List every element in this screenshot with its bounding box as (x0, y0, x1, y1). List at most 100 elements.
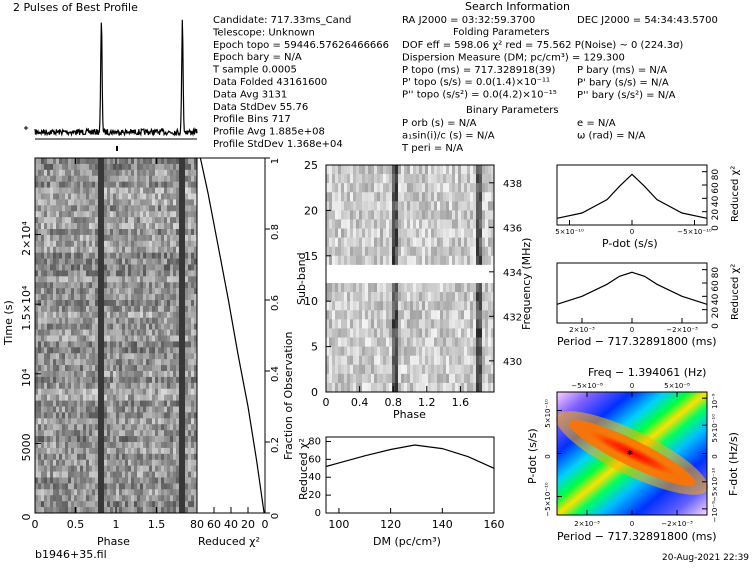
time-phase-cell (185, 193, 189, 200)
time-phase-cell (41, 187, 45, 194)
time-phase-cell (116, 365, 120, 372)
time-phase-cell (83, 347, 87, 354)
time-phase-cell (83, 282, 87, 289)
time-phase-cell (62, 436, 66, 443)
time-phase-cell (80, 477, 84, 484)
time-phase-cell (194, 270, 198, 277)
time-phase-cell (152, 311, 156, 319)
subband-cell (371, 219, 375, 229)
time-phase-cell (50, 483, 54, 490)
subband-cell (431, 255, 435, 266)
subband-cell (491, 237, 495, 248)
subband-cell (380, 255, 384, 266)
subband-cell (440, 210, 444, 220)
time-phase-cell (98, 489, 102, 496)
time-phase-cell (182, 442, 186, 449)
time-phase-cell (74, 181, 78, 188)
subband-cell (344, 210, 348, 220)
time-phase-cell (170, 211, 174, 218)
time-phase-cell (59, 300, 63, 307)
time-phase-cell (131, 246, 135, 253)
time-phase-cell (173, 193, 177, 200)
subband-cell (380, 337, 384, 347)
time-phase-cell (137, 199, 141, 206)
time-phase-cell (107, 252, 111, 259)
subband-cell (395, 310, 399, 320)
time-phase-cell (179, 406, 183, 413)
time-phase-cell (176, 282, 180, 289)
time-phase-cell (44, 453, 48, 461)
time-phase-cell (140, 465, 144, 472)
info-left-line-4: T sample 0.0005 (212, 65, 297, 76)
subband-cell (491, 264, 495, 275)
subband-cell (344, 237, 348, 248)
time-phase-cell (164, 359, 168, 366)
time-phase-cell (107, 329, 111, 336)
time-phase-cell (101, 353, 105, 360)
time-phase-cell (122, 376, 126, 384)
time-phase-cell (143, 341, 147, 348)
subband-cell (479, 264, 483, 275)
time-phase-cell (38, 329, 42, 336)
time-phase-cell (53, 495, 57, 502)
time-phase-cell (185, 477, 189, 484)
time-phase-cell (101, 424, 105, 431)
time-phase-cell (86, 311, 90, 319)
time-phase-cell (110, 317, 114, 324)
time-phase-cell (131, 424, 135, 431)
subband-cell (332, 337, 336, 347)
subband-cell (353, 228, 357, 238)
time-phase-cell (164, 229, 168, 236)
time-phase-cell (149, 353, 153, 360)
time-phase-cell (53, 335, 57, 342)
time-phase-cell (122, 447, 126, 455)
subband-cell (464, 292, 468, 302)
time-phase-cell (182, 359, 186, 366)
subband-cell (398, 210, 402, 220)
time-phase-cell (41, 489, 45, 496)
subband-cell (446, 355, 450, 366)
subband-y2tick-label: 438 (503, 179, 522, 190)
subband-cell (431, 273, 435, 284)
subband-cell (377, 228, 381, 238)
time-phase-cell (65, 199, 69, 206)
time-phase-cell (56, 418, 60, 425)
time-phase-cell (161, 323, 165, 330)
time-phase-cell (47, 424, 51, 431)
time-phase-cell (83, 471, 87, 478)
time-phase-cell (158, 217, 162, 224)
subband-cell (422, 174, 426, 184)
subband-cell (377, 319, 381, 329)
subband-cell (428, 237, 432, 248)
subband-cell (485, 373, 489, 384)
time-phase-cell (95, 465, 99, 472)
time-phase-cell (131, 300, 135, 307)
time-phase-cell (173, 252, 177, 259)
chi2-fraction-ytick-label: 0.8 (270, 224, 281, 240)
time-phase-cell (95, 353, 99, 360)
time-phase-cell (122, 424, 126, 431)
time-phase-cell (95, 347, 99, 354)
time-phase-cell (98, 305, 102, 313)
time-phase-cell (77, 447, 81, 455)
time-phase-cell (173, 495, 177, 502)
subband-cell (482, 192, 486, 202)
time-phase-cell (86, 335, 90, 342)
subband-cell (428, 201, 432, 211)
subband-cell (473, 264, 477, 275)
subband-cell (344, 310, 348, 320)
subband-cell (443, 228, 447, 238)
time-phase-cell (89, 459, 93, 466)
time-phase-cell (146, 329, 150, 336)
time-phase-cell (44, 234, 48, 242)
subband-cell (470, 237, 474, 248)
time-phase-cell (59, 477, 63, 484)
subband-cell (341, 237, 345, 248)
time-phase-cell (71, 240, 75, 248)
time-phase-cell (116, 205, 120, 212)
subband-cell (461, 355, 465, 366)
time-phase-cell (44, 252, 48, 259)
subband-cell (389, 246, 393, 257)
time-phase-cell (146, 305, 150, 313)
time-phase-cell (113, 217, 117, 224)
